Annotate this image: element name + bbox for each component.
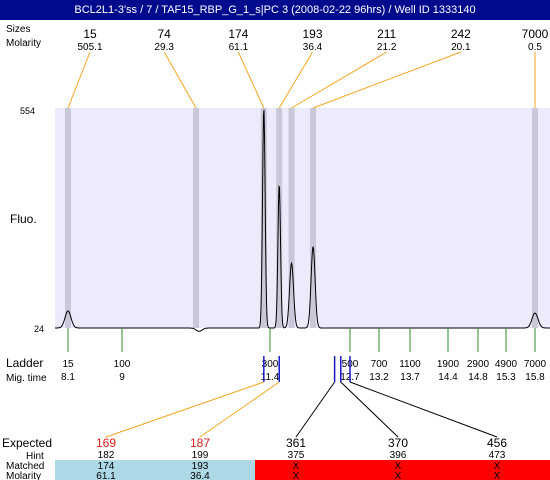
molarity-label: Molarity — [6, 38, 41, 49]
matched-value: 174 — [98, 461, 115, 472]
peak-guide-line — [237, 51, 265, 109]
peak-guide-line — [163, 51, 197, 109]
molarity-bottom-label: Molarity — [6, 471, 41, 480]
ladder-size-label: 700 — [371, 359, 388, 370]
expected-size: 361 — [286, 436, 306, 450]
peak-size-label: 174 — [228, 27, 248, 41]
peak-guide-line — [278, 51, 313, 109]
matched-value: X — [395, 461, 402, 472]
hint-value: 199 — [192, 450, 209, 461]
peak-band — [276, 108, 283, 328]
peak-band — [65, 108, 71, 328]
ladder-size-label: 7000 — [524, 359, 547, 370]
ladder-time-label: 15.3 — [496, 372, 516, 383]
ladder-time-label: 15.8 — [525, 372, 545, 383]
peak-guide-line — [67, 51, 91, 109]
hint-value: 375 — [288, 450, 305, 461]
mig-time-label: Mig. time — [6, 373, 47, 384]
peak-band — [288, 108, 295, 328]
matched-fail-cell — [255, 460, 550, 480]
expected-label: Expected — [2, 436, 52, 450]
peak-molarity-label: 505.1 — [77, 42, 102, 53]
peak-size-label: 193 — [302, 27, 322, 41]
peak-molarity-label: 20.1 — [451, 42, 471, 53]
matched-value: X — [293, 461, 300, 472]
window-title: BCL2L1-3'ss / 7 / TAF15_RBP_G_1_s|PC 3 (… — [74, 4, 476, 16]
expected-size: 187 — [190, 436, 210, 450]
expected-guide-line — [349, 381, 498, 438]
peak-molarity-label: 36.4 — [303, 42, 323, 53]
ladder-size-label: 4900 — [495, 359, 518, 370]
ladder-size-label: 15 — [62, 359, 74, 370]
plot-area — [55, 108, 550, 328]
peak-size-label: 211 — [377, 27, 396, 41]
peak-molarity-label: 29.3 — [154, 42, 174, 53]
peak-band — [193, 108, 199, 328]
matched-label: Matched — [6, 461, 44, 472]
expected-size: 456 — [487, 436, 507, 450]
y-tick-bottom: 24 — [34, 324, 44, 334]
ladder-time-label: 11.4 — [261, 372, 280, 383]
y-tick-top: 554 — [20, 106, 35, 116]
matched-molarity-value: X — [293, 471, 300, 480]
expected-guide-line — [105, 381, 264, 438]
ladder-time-label: 9 — [119, 372, 125, 383]
ladder-time-label: 14.8 — [468, 372, 488, 383]
expected-size: 370 — [388, 436, 408, 450]
title-bar: BCL2L1-3'ss / 7 / TAF15_RBP_G_1_s|PC 3 (… — [0, 0, 550, 20]
peak-molarity-label: 0.5 — [528, 42, 542, 53]
matched-molarity-value: X — [395, 471, 402, 480]
ladder-size-label: 100 — [114, 359, 131, 370]
ladder-size-label: 1100 — [399, 359, 421, 370]
fluorescence-trace — [55, 109, 550, 332]
matched-molarity-value: 61.1 — [96, 471, 116, 480]
ladder-size-label: 2900 — [467, 359, 490, 370]
fluo-label: Fluo. — [10, 212, 37, 226]
sizes-label: Sizes — [6, 24, 30, 35]
expected-guide-line — [295, 381, 336, 438]
matched-value: X — [494, 461, 501, 472]
hint-value: 473 — [489, 450, 506, 461]
hint-value: 182 — [98, 450, 115, 461]
peak-size-label: 242 — [451, 27, 471, 41]
peak-band — [532, 108, 538, 328]
hint-label: Hint — [26, 451, 44, 462]
peak-size-label: 15 — [83, 27, 97, 41]
matched-value: 193 — [192, 461, 209, 472]
ladder-size-label: 300 — [262, 359, 279, 370]
ladder-time-label: 14.4 — [438, 372, 458, 383]
peak-molarity-label: 61.1 — [229, 42, 249, 53]
peak-guide-line — [291, 51, 387, 109]
peak-size-label: 7000 — [522, 27, 549, 41]
peak-guide-line — [312, 51, 462, 109]
hint-value: 396 — [390, 450, 407, 461]
matched-molarity-value: X — [494, 471, 501, 480]
peak-band — [310, 108, 317, 328]
ladder-label: Ladder — [6, 356, 43, 370]
peak-size-label: 74 — [157, 27, 171, 41]
expected-size: 169 — [96, 436, 116, 450]
peak-band — [260, 108, 267, 328]
matched-molarity-value: 36.4 — [190, 471, 210, 480]
peak-molarity-label: 21.2 — [377, 42, 397, 53]
ladder-time-label: 13.7 — [400, 372, 420, 383]
ladder-time-label: 13.2 — [369, 372, 389, 383]
ladder-time-label: 8.1 — [61, 372, 75, 383]
ladder-size-label: 1900 — [437, 359, 460, 370]
expected-guide-line — [199, 381, 280, 438]
matched-ok-cell — [55, 460, 255, 480]
expected-guide-line — [340, 381, 399, 438]
